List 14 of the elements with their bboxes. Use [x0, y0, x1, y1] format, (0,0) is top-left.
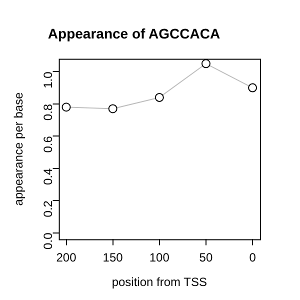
- y-tick-label: 0.8: [41, 104, 56, 121]
- y-axis-title: appearance per base: [12, 92, 26, 206]
- x-tick-label: 0: [249, 250, 256, 265]
- x-tick-label: 50: [199, 250, 213, 265]
- y-tick-label: 0.2: [41, 200, 56, 218]
- y-tick-label: 0.0: [41, 232, 56, 250]
- x-axis-title: position from TSS: [112, 275, 207, 290]
- chart-title: Appearance of AGCCACA: [48, 25, 220, 42]
- y-tick-label: 1.0: [41, 71, 56, 88]
- y-tick-label: 0.6: [41, 136, 56, 153]
- x-tick-label: 100: [149, 250, 170, 265]
- y-tick-label: 0.4: [41, 168, 56, 186]
- x-tick-label: 150: [102, 250, 124, 265]
- x-tick-label: 200: [56, 250, 77, 265]
